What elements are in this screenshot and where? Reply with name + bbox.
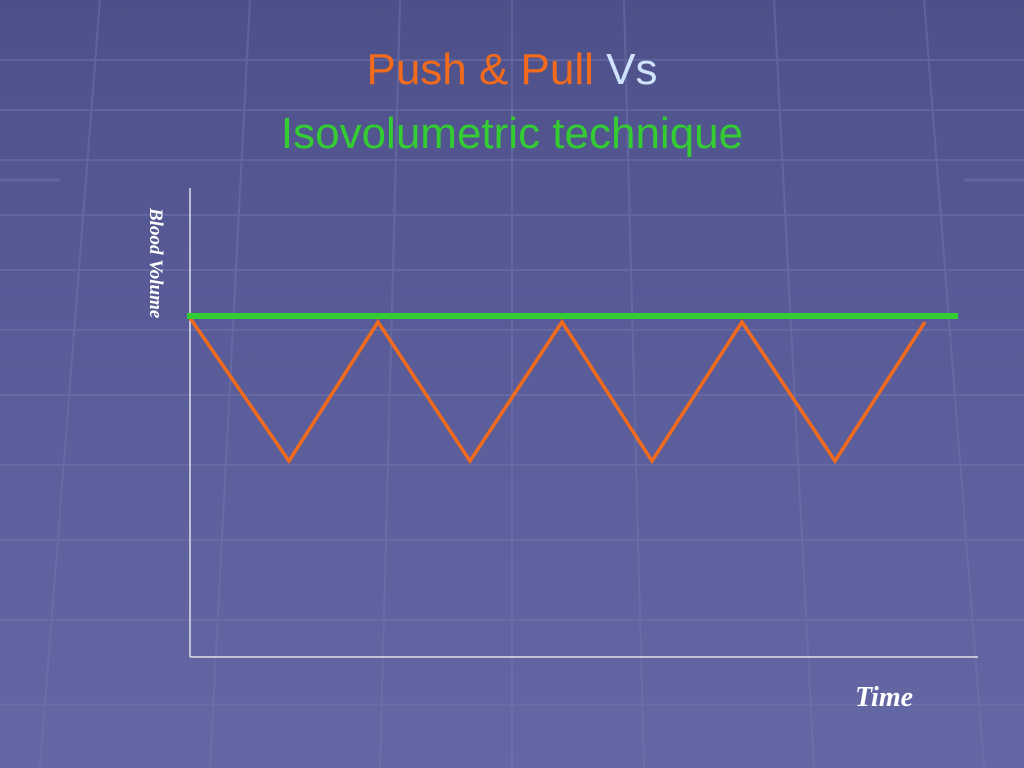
- title-line2: Isovolumetric technique: [281, 109, 743, 158]
- x-axis-label: Time: [855, 682, 913, 713]
- push-pull-line: [188, 317, 927, 465]
- title-vs: Vs: [606, 45, 657, 94]
- title-line1: Push & Pull Vs: [366, 45, 657, 94]
- y-axis-label: Blood Volume: [145, 207, 166, 319]
- title-push-pull: Push & Pull: [366, 45, 593, 94]
